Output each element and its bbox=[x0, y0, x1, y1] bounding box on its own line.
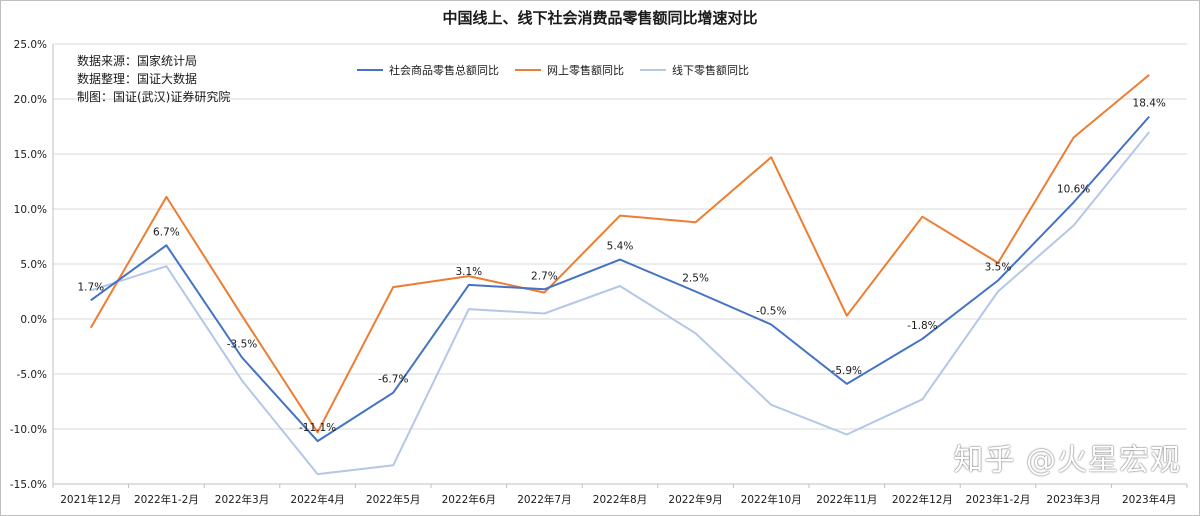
x-tick-label: 2022年11月 bbox=[816, 493, 877, 506]
x-tick-label: 2022年6月 bbox=[442, 493, 496, 506]
x-tick-label: 2022年8月 bbox=[593, 493, 647, 506]
axes: -15.0% -10.0% -5.0% 0.0% 5.0% 10.0% 15.0% 20.0%… bbox=[10, 39, 1188, 506]
chart-title: 中国线上、线下社会消费品零售额同比增速对比 bbox=[442, 9, 758, 27]
y-tick-label: -5.0% bbox=[17, 369, 47, 381]
legend-item-total: 社会商品零售总额同比 bbox=[357, 62, 499, 78]
y-tick-label: 0.0% bbox=[20, 314, 47, 326]
x-tick-label: 2023年3月 bbox=[1046, 493, 1100, 506]
x-tick-label: 2022年5月 bbox=[366, 493, 420, 506]
data-label: -11.1% bbox=[299, 422, 336, 434]
series-line-online bbox=[89, 74, 1150, 434]
legend-label-offline: 线下零售额同比 bbox=[672, 64, 749, 77]
data-label: -0.5% bbox=[756, 306, 786, 318]
x-tick-label: 2022年7月 bbox=[517, 493, 571, 506]
author-note: 制图：国证(武汉)证券研究院 bbox=[77, 90, 231, 104]
data-label: 5.4% bbox=[607, 241, 634, 253]
data-label: -3.5% bbox=[227, 339, 257, 351]
x-tick-label: 2022年3月 bbox=[215, 493, 269, 506]
x-tick-label: 2021年12月 bbox=[60, 493, 121, 506]
data-label: 2.7% bbox=[531, 270, 558, 282]
y-tick-label: -15.0% bbox=[10, 479, 47, 491]
series-line-offline bbox=[90, 131, 1150, 476]
legend-item-offline: 线下零售额同比 bbox=[640, 62, 749, 78]
source-note: 数据来源：国家统计局 bbox=[77, 54, 198, 68]
data-label: 10.6% bbox=[1057, 183, 1090, 195]
y-tick-label: 25.0% bbox=[14, 39, 47, 51]
legend-swatch-total bbox=[357, 69, 383, 71]
y-tick-label: 10.0% bbox=[14, 204, 47, 216]
grid bbox=[53, 43, 1187, 485]
source-notes: 数据来源：国家统计局 数据整理：国证大数据 制图：国证(武汉)证券研究院 bbox=[77, 52, 230, 106]
data-label: -1.8% bbox=[907, 320, 937, 332]
watermark: 知乎 @火星宏观 bbox=[953, 443, 1181, 478]
data-label: 3.1% bbox=[455, 266, 482, 278]
legend: 社会商品零售总额同比 网上零售额同比 线下零售额同比 bbox=[357, 62, 765, 78]
legend-item-online: 网上零售额同比 bbox=[515, 62, 624, 78]
data-label: -6.7% bbox=[378, 374, 408, 386]
x-tick-label: 2022年12月 bbox=[892, 493, 953, 506]
data-label: 3.5% bbox=[985, 262, 1012, 274]
series bbox=[89, 74, 1150, 476]
legend-label-total: 社会商品零售总额同比 bbox=[389, 64, 499, 77]
data-label: 1.7% bbox=[77, 281, 104, 293]
x-tick-label: 2023年1-2月 bbox=[966, 493, 1031, 506]
series-line-total bbox=[90, 115, 1150, 443]
x-tick-label: 2023年4月 bbox=[1122, 493, 1176, 506]
legend-swatch-online bbox=[515, 69, 541, 71]
y-tick-label: 15.0% bbox=[14, 149, 47, 161]
x-tick-label: 2022年1-2月 bbox=[134, 493, 199, 506]
data-label: -5.9% bbox=[832, 365, 862, 377]
compiler-note: 数据整理：国证大数据 bbox=[77, 72, 198, 86]
x-tick-label: 2022年4月 bbox=[290, 493, 344, 506]
y-tick-label: 5.0% bbox=[20, 259, 47, 271]
y-tick-label: 20.0% bbox=[14, 94, 47, 106]
data-label: 18.4% bbox=[1133, 98, 1166, 110]
data-labels: 1.7% 6.7% -3.5% -11.1% -6.7% 3.1% 2.7% 5.4% 2.5%… bbox=[77, 98, 1165, 435]
data-label: 6.7% bbox=[153, 226, 180, 238]
legend-label-online: 网上零售额同比 bbox=[547, 64, 624, 77]
y-tick-label: -10.0% bbox=[10, 424, 47, 436]
data-label: 2.5% bbox=[682, 273, 709, 285]
legend-swatch-offline bbox=[640, 69, 666, 71]
x-tick-label: 2022年10月 bbox=[741, 493, 802, 506]
x-tick-label: 2022年9月 bbox=[668, 493, 722, 506]
